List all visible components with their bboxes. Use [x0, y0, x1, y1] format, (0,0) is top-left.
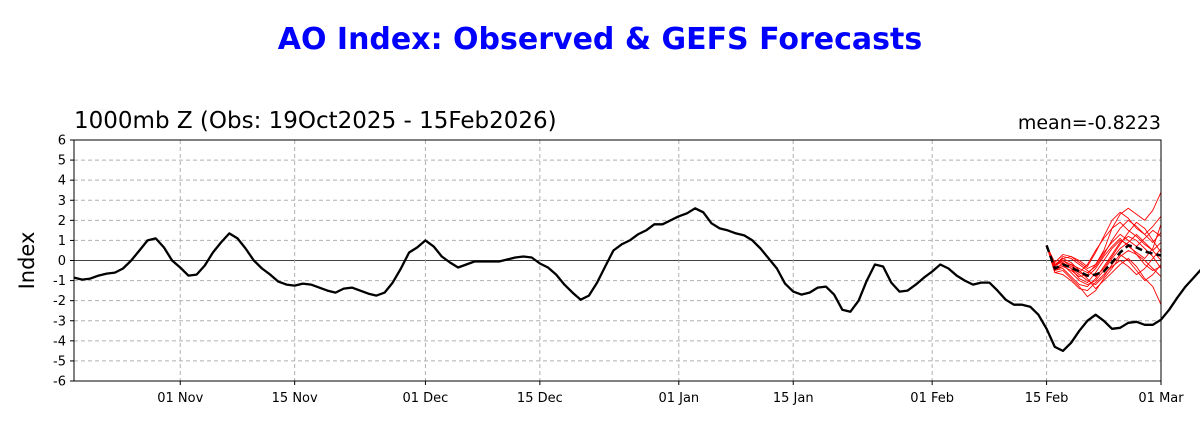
ensemble-member-line [1046, 221, 1162, 278]
y-tick-label: 3 [58, 194, 66, 209]
axis-layer: -6 -5 -4 -3 -2 -1 0 1 2 3 4 5 6 01 Nov 15 Nov 01 Dec 15 … [15, 134, 1184, 407]
ensemble-member-line [1046, 224, 1162, 278]
mean-label: mean=-0.8223 [1017, 112, 1161, 134]
plot-frame [73, 139, 1162, 382]
y-tick-label: -3 [53, 314, 66, 329]
ensemble-member-line [1046, 192, 1162, 269]
x-tick-label: 01 Dec [403, 391, 449, 406]
x-tick-label: 01 Feb [910, 391, 954, 406]
y-tick-label: -1 [53, 274, 66, 289]
x-tick-label: 15 Nov [272, 391, 318, 406]
ensemble-mean-line [1045, 244, 1162, 277]
x-tick-label: 15 Jan [773, 391, 814, 406]
y-tick-label: 5 [58, 154, 66, 169]
ensemble-member-line [1046, 245, 1162, 292]
x-tick-label: 15 Dec [517, 391, 563, 406]
ensemble-members-layer [1046, 192, 1162, 305]
x-tick-label: 01 Nov [157, 391, 203, 406]
ensemble-member-line [1046, 245, 1162, 305]
ensemble-member-line [1046, 211, 1162, 267]
lines-layer [73, 207, 1200, 353]
x-tick-label: 01 Jan [658, 391, 699, 406]
ensemble-member-line [1046, 229, 1162, 278]
y-tick-label: 2 [58, 214, 66, 229]
y-tick-label: -4 [53, 334, 66, 349]
grid-layer [74, 140, 1161, 381]
y-tick-label: -6 [53, 375, 66, 390]
y-tick-label: -5 [53, 354, 66, 369]
chart-subtitle: 1000mb Z (Obs: 19Oct2025 - 15Feb2026) [74, 108, 557, 134]
y-tick-label: 6 [58, 134, 66, 149]
ensemble-member-line [1046, 221, 1162, 274]
y-tick-label: 0 [58, 254, 66, 269]
ensemble-member-line [1046, 245, 1162, 298]
x-tick-label: 15 Feb [1025, 391, 1069, 406]
observed-line [73, 207, 1200, 353]
y-tick-label: 1 [58, 234, 66, 249]
ensemble-member-line [1046, 235, 1162, 288]
y-axis-label: Index [15, 232, 39, 290]
x-tick-label: 01 Mar [1138, 391, 1184, 406]
y-tick-label: -2 [53, 294, 66, 309]
y-tick-label: 4 [58, 174, 66, 189]
chart-title: AO Index: Observed & GEFS Forecasts [277, 22, 923, 57]
